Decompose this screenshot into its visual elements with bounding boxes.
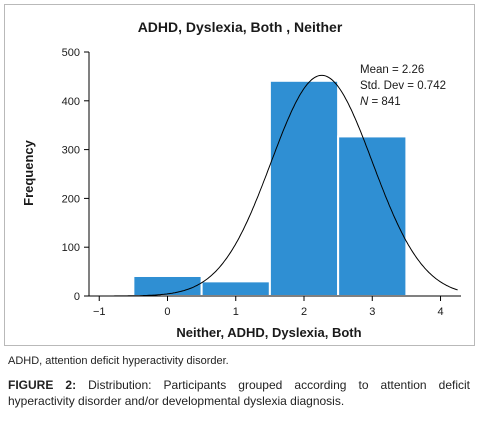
- stats-n: N = 841: [360, 96, 401, 108]
- caption-label: FIGURE 2:: [8, 378, 77, 392]
- caption-text: Distribution: Participants grouped accor…: [8, 378, 470, 408]
- figure-footnote: ADHD, attention deficit hyperactivity di…: [8, 355, 229, 367]
- normal-curve: [102, 74, 458, 297]
- histogram-chart: ADHD, Dyslexia, Both , Neither 010020030…: [21, 19, 461, 340]
- y-tick-label: 100: [62, 242, 80, 254]
- histogram-bar-1: [200, 280, 271, 297]
- y-tick-label: 200: [62, 193, 80, 205]
- histogram-bar-0: [132, 274, 203, 298]
- figure-caption: FIGURE 2: Distribution: Participants gro…: [8, 377, 470, 409]
- histogram-bar-3: [337, 135, 408, 297]
- stats-box: Mean = 2.26 Std. Dev = 0.742 N = 841: [360, 64, 446, 108]
- stats-mean: Mean = 2.26: [360, 64, 424, 76]
- x-tick-label: 2: [301, 306, 307, 318]
- stats-n-value: = 841: [368, 96, 400, 108]
- x-tick-label: 1: [233, 306, 239, 318]
- y-axis-label: Frequency: [21, 139, 36, 206]
- x-axis-label: Neither, ADHD, Dyslexia, Both: [176, 325, 361, 340]
- stats-n-symbol: N: [360, 96, 369, 108]
- y-tick-label: 300: [62, 145, 80, 157]
- x-tick-label: −1: [93, 306, 106, 318]
- figure-frame: ADHD, Dyslexia, Both , Neither 0 100 200 30…: [4, 4, 475, 346]
- histogram-bar-2: [268, 79, 340, 297]
- stats-std-dev: Std. Dev = 0.742: [360, 80, 446, 92]
- y-tick-label: 400: [62, 96, 80, 108]
- chart-title: ADHD, Dyslexia, Both , Neither: [138, 19, 343, 35]
- x-tick-label: 4: [437, 306, 443, 318]
- x-tick-label: 0: [164, 306, 170, 318]
- y-tick-label: 500: [62, 47, 80, 59]
- x-tick-label: 3: [369, 306, 375, 318]
- y-tick-label: 0: [74, 291, 80, 303]
